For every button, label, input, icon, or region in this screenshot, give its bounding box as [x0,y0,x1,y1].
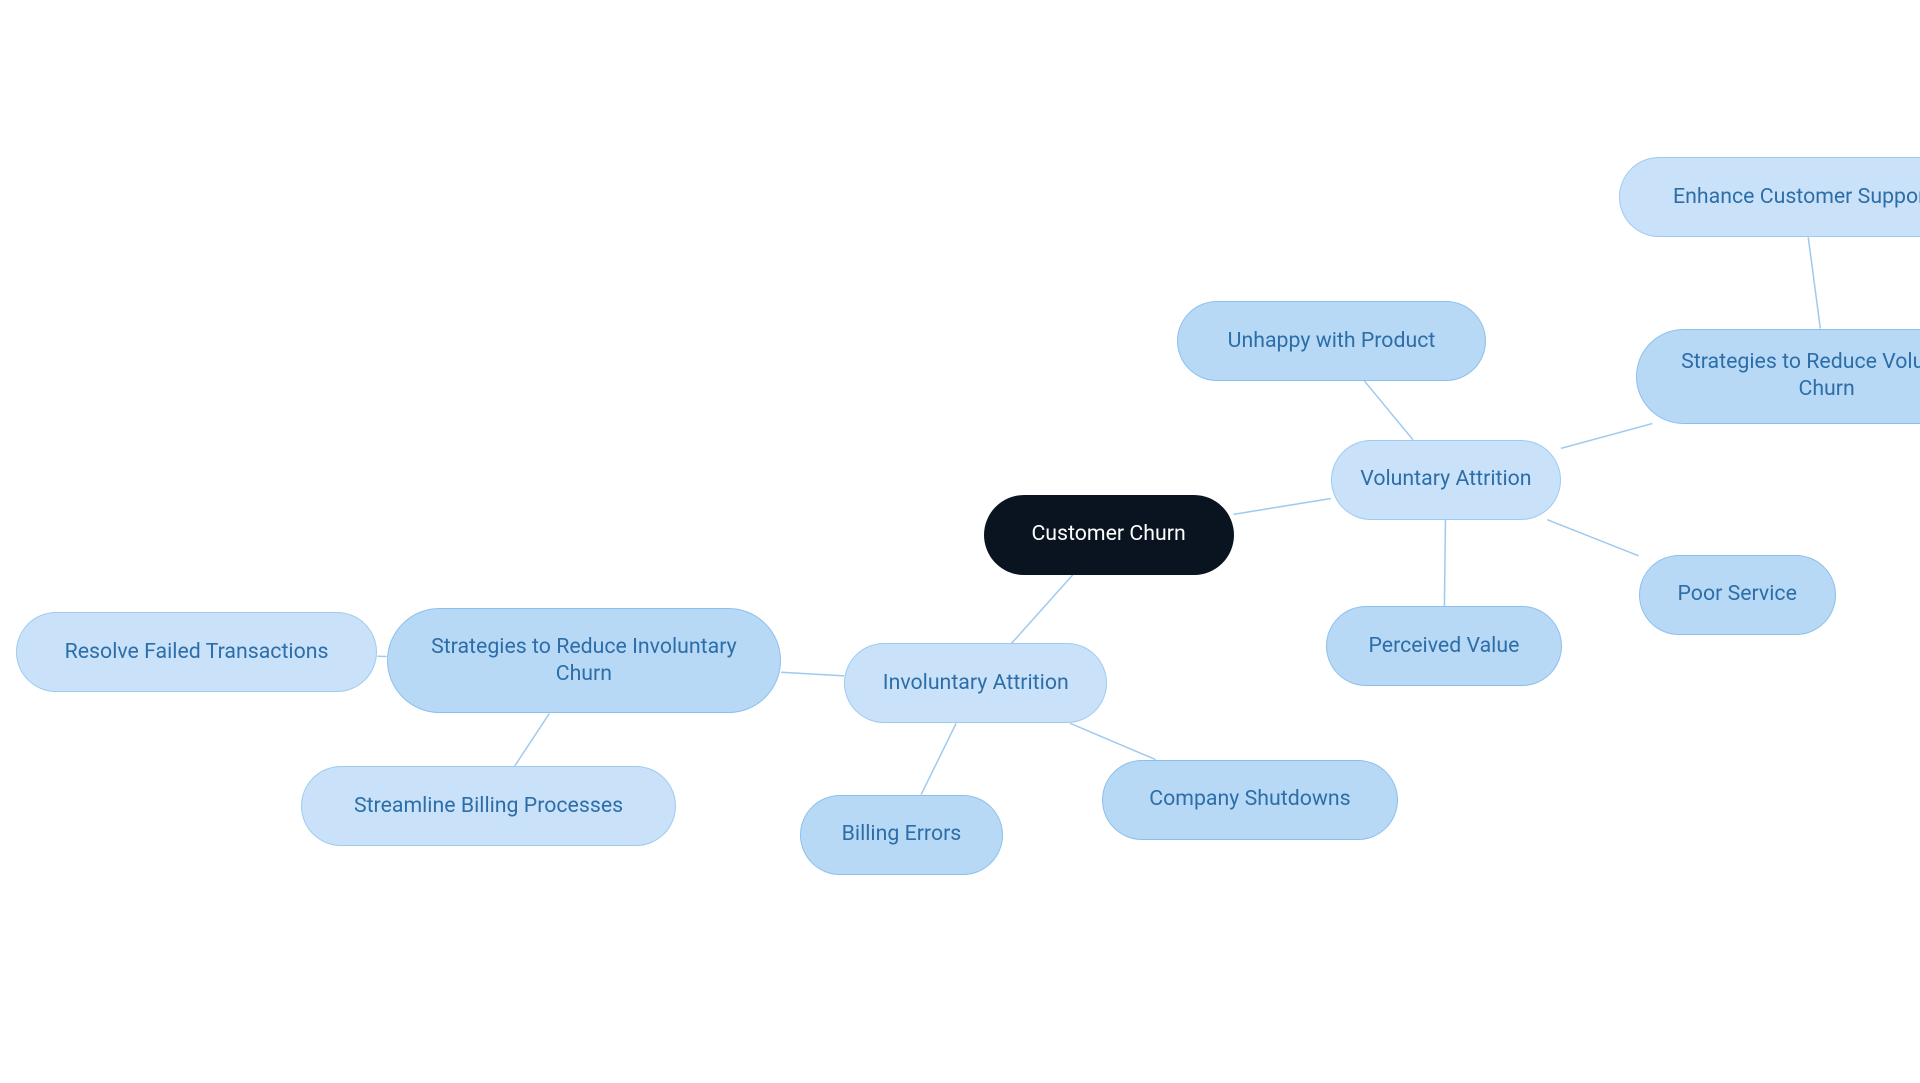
node-streamline-billing: Streamline Billing Processes [301,766,676,846]
node-company-shutdowns: Company Shutdowns [1102,760,1398,840]
node-unhappy: Unhappy with Product [1177,301,1486,381]
node-poor-service: Poor Service [1639,555,1836,635]
node-enhance-support: Enhance Customer Support [1619,157,1920,237]
node-voluntary: Voluntary Attrition [1331,440,1561,520]
node-strategies-voluntary: Strategies to Reduce Voluntary Churn [1636,329,1920,424]
edge-layer [0,0,1920,1083]
node-billing-errors: Billing Errors [800,795,1004,875]
node-perceived-value: Perceived Value [1326,606,1563,686]
node-root: Customer Churn [984,495,1234,575]
node-involuntary: Involuntary Attrition [844,643,1107,723]
node-strategies-involuntary: Strategies to Reduce Involuntary Churn [387,608,782,713]
mindmap-canvas: Customer Churn Voluntary Attrition Invol… [0,0,1920,1083]
node-resolve-failed: Resolve Failed Transactions [16,612,378,692]
